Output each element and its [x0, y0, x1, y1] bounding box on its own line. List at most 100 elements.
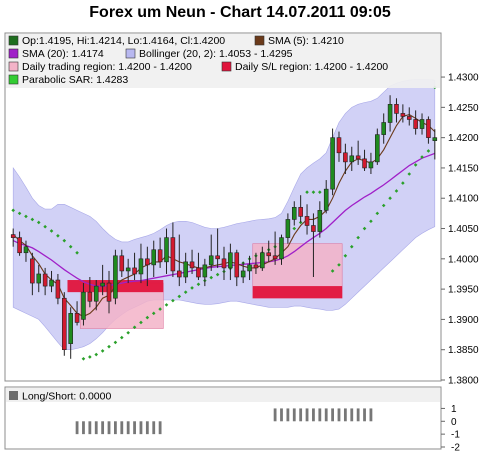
psar-point [81, 356, 86, 361]
psar-point [349, 244, 354, 249]
long-short-bar [88, 421, 92, 435]
long-short-bar [145, 421, 149, 435]
candle-body [42, 273, 48, 287]
candle-body [157, 249, 163, 263]
price-panel: Op:1.4195, Hi:1.4214, Lo:1.4164, Cl:1.42… [4, 32, 479, 387]
candle [74, 301, 80, 326]
psar-point [145, 315, 150, 320]
candle-body [145, 258, 150, 266]
candle [419, 113, 425, 135]
psar-point [17, 211, 22, 216]
candle [132, 252, 137, 281]
candle [36, 264, 42, 293]
candle-body [317, 210, 323, 232]
psar-point [177, 294, 182, 299]
psar-point [292, 226, 297, 231]
price-tick-label: 1.3850 [448, 345, 479, 356]
candle [400, 104, 406, 123]
psar-point [158, 307, 162, 311]
candle [311, 213, 316, 277]
candle [100, 264, 105, 296]
long-short-bar [286, 408, 290, 422]
psar-point [318, 190, 322, 194]
candle [151, 240, 157, 277]
psar-point [426, 149, 431, 153]
candle-body [10, 234, 16, 238]
candle [30, 252, 35, 296]
candle-body [49, 279, 54, 287]
candle-body [406, 116, 412, 120]
psar-point [407, 172, 412, 176]
candle-body [285, 219, 291, 238]
long-short-bar [337, 408, 341, 422]
candle-body [81, 291, 86, 320]
candle-body [74, 313, 80, 323]
trading-legend-label: Daily trading region: 1.4200 - 1.4200 [22, 61, 192, 73]
candle-body [23, 246, 29, 254]
bollinger-legend-swatch [125, 48, 136, 59]
candle [119, 249, 125, 277]
psar-point [401, 181, 405, 185]
psar-point [362, 226, 367, 231]
candle-body [291, 207, 297, 220]
long-short-bar [126, 421, 130, 435]
long-short-bar [75, 421, 79, 435]
legend-background [6, 34, 440, 88]
candle-body [362, 158, 367, 169]
candle [113, 249, 118, 305]
candle [17, 231, 22, 256]
psar-point [190, 286, 194, 290]
candle [228, 243, 233, 281]
psar-point [107, 344, 111, 349]
long-short-bar [331, 408, 334, 422]
candle [426, 116, 431, 144]
candle [394, 98, 399, 123]
candle [406, 107, 412, 126]
candle [260, 246, 265, 271]
trading-legend-swatch [8, 61, 19, 72]
bollinger-legend-label: Bollinger (20, 2): 1.4053 - 1.4295 [139, 48, 293, 60]
psar-point [49, 229, 54, 233]
psar-point [394, 189, 399, 193]
candle [362, 149, 367, 171]
long-short-bar [82, 421, 85, 435]
psar-point [356, 235, 360, 240]
price-tick-label: 1.4150 [448, 163, 479, 174]
candle-body [298, 207, 303, 217]
candle [10, 228, 16, 247]
candle-body [266, 252, 271, 257]
psar-point [164, 303, 169, 307]
candle-body [221, 258, 227, 269]
candle-body [189, 261, 195, 269]
psar-point [420, 155, 424, 159]
candle-body [247, 264, 252, 272]
sma20-legend-swatch [8, 48, 19, 59]
long-short-legend-text: Long/Short: 0.0000 [22, 391, 111, 403]
candle [336, 131, 342, 162]
candle-body [183, 261, 188, 278]
candle [208, 234, 214, 271]
psar-point [381, 203, 386, 208]
psar-point [94, 352, 99, 357]
candle-body [279, 237, 284, 260]
price-tick-label: 1.3950 [448, 285, 479, 296]
candle [381, 113, 386, 144]
candle [145, 246, 150, 287]
long-short-tick-label: 1 [451, 404, 457, 415]
long-short-bar [114, 421, 117, 435]
candle-body [240, 270, 246, 278]
long-short-bar [369, 408, 373, 422]
candle-body [311, 225, 316, 232]
long-short-bar [299, 408, 303, 422]
price-tick-label: 1.3800 [448, 376, 479, 387]
candle-body [93, 285, 99, 302]
candle-body [381, 122, 386, 135]
long-short-bar [292, 408, 296, 422]
candle-body [113, 255, 118, 299]
candle [215, 228, 220, 268]
candle [247, 255, 252, 281]
candle [343, 143, 348, 174]
psar-point [369, 219, 373, 224]
psar-point [126, 330, 130, 335]
